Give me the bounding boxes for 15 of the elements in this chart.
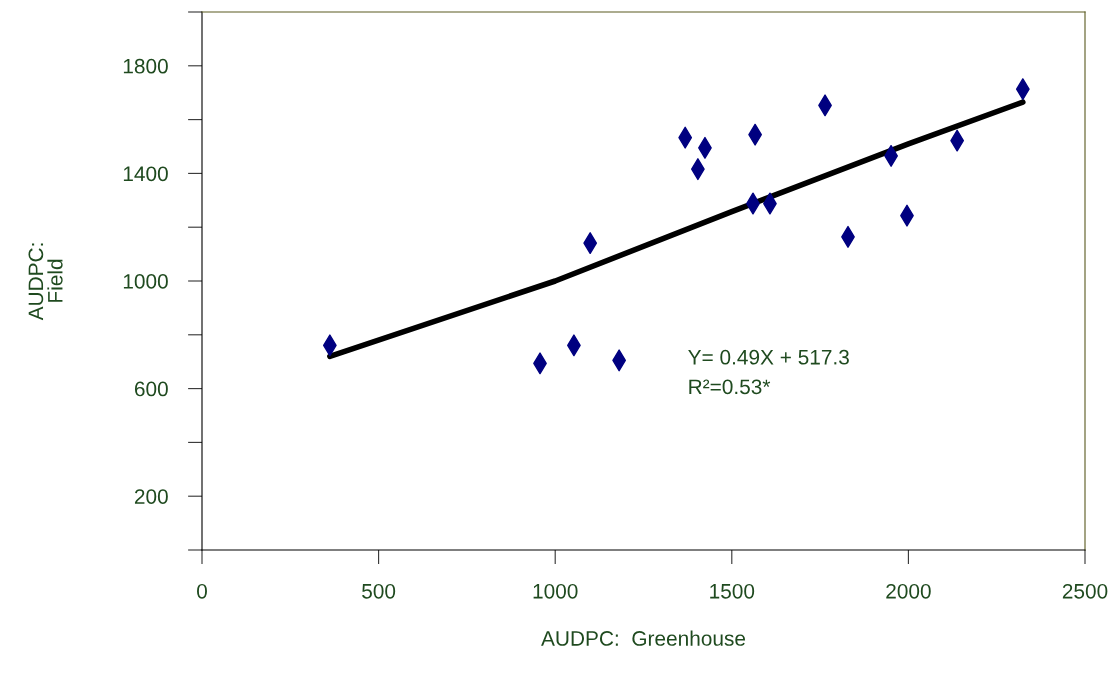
y-tick-label: 1000 xyxy=(123,274,168,289)
x-tick-label: 1000 xyxy=(533,583,578,599)
y-tick-label: 600 xyxy=(134,381,168,397)
x-axis-title: AUDPC: Greenhouse xyxy=(541,630,746,646)
y-axis-title: AUDPC: Field xyxy=(28,243,63,321)
annotation: R²=0.53* xyxy=(689,379,771,395)
y-tick-label: 200 xyxy=(134,489,168,504)
x-tick-label: 500 xyxy=(362,583,396,599)
x-tick-label: 2500 xyxy=(1062,583,1108,599)
x-tick-label: 0 xyxy=(197,583,207,599)
y-tick-label: 1800 xyxy=(123,58,168,74)
annotation: Y= 0.49X + 517.3 xyxy=(688,349,849,365)
y-tick-label: 1400 xyxy=(123,166,168,182)
x-tick-label: 1500 xyxy=(710,583,755,599)
x-tick-label: 2000 xyxy=(886,583,931,599)
